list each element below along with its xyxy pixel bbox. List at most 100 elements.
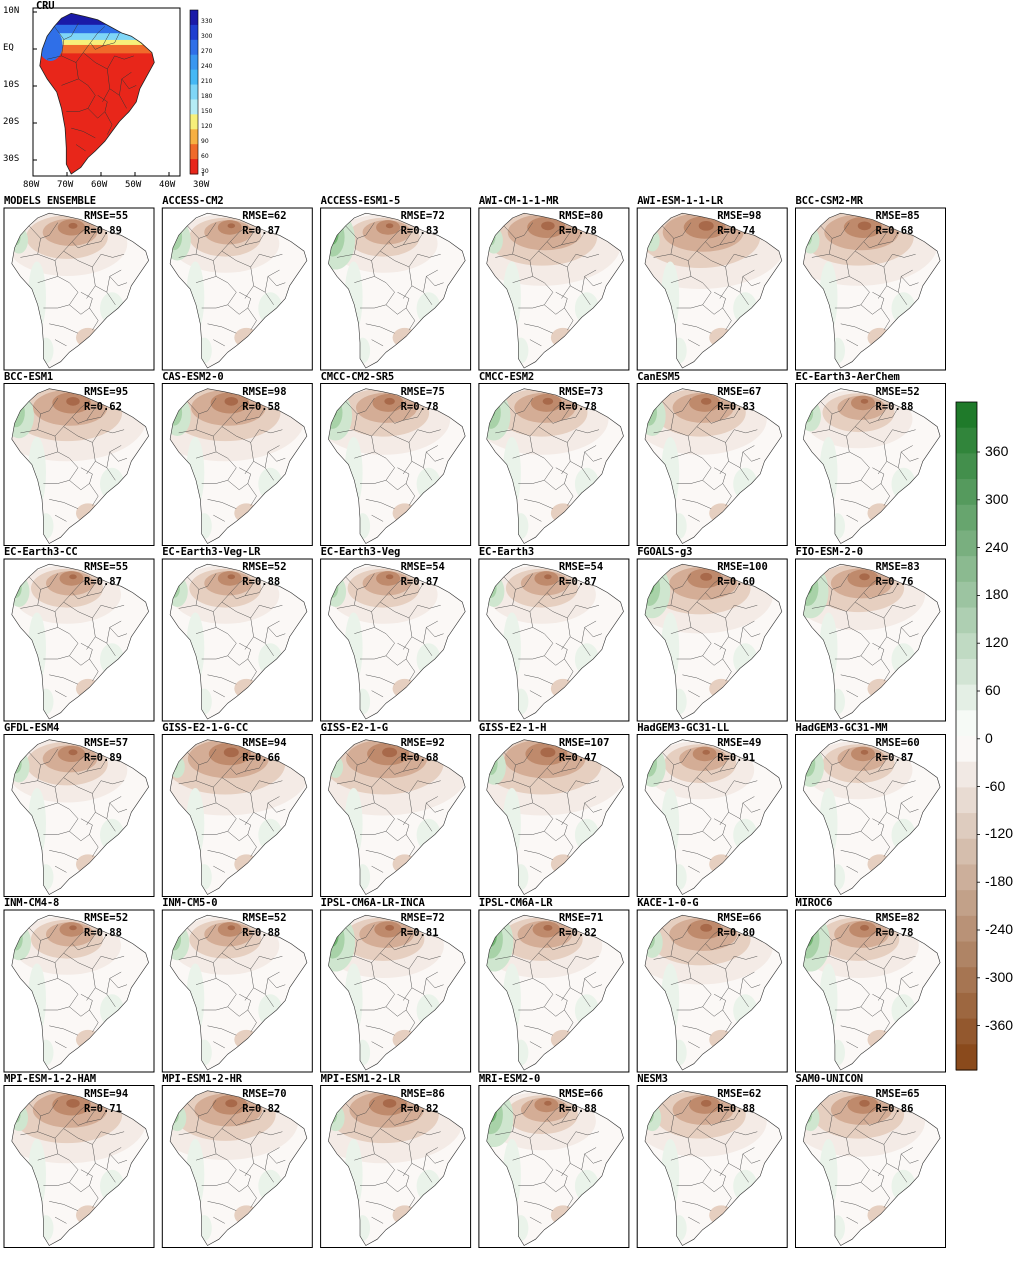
country-border (405, 1185, 416, 1208)
country-border (662, 748, 692, 766)
dry-bias-contour (859, 573, 870, 581)
country-border (403, 582, 424, 597)
country-border (901, 978, 919, 989)
country-border (403, 812, 413, 826)
country-border (360, 627, 395, 660)
coastline (328, 388, 466, 544)
reference-lon-label: 50W (125, 180, 142, 190)
dry-bias-contour (702, 749, 710, 755)
country-border (54, 865, 67, 873)
panel-title: ACCESS-ESM1-5 (320, 195, 401, 207)
panel-title: KACE-1-0-G (637, 897, 699, 909)
reference-colorbar-label: 240 (201, 63, 213, 70)
coastline (328, 1090, 466, 1246)
country-border (892, 604, 916, 609)
dry-bias-contour (700, 1099, 712, 1107)
rmse-value: RMSE=52 (242, 912, 287, 924)
panel-title: CanESM5 (637, 370, 681, 383)
model-panel (636, 734, 788, 897)
country-border (546, 231, 571, 249)
model-panel (320, 558, 472, 722)
country-border (581, 818, 591, 832)
country-border (423, 994, 433, 1007)
country-border (417, 604, 441, 609)
country-border (388, 231, 413, 249)
country-border (195, 401, 248, 437)
country-border (100, 1131, 125, 1136)
rmse-value: RMSE=62 (242, 210, 287, 222)
country-border (426, 276, 444, 287)
coastline (169, 1090, 308, 1246)
reference-title: CRU (36, 0, 55, 12)
country-border (584, 451, 602, 462)
model-panel (478, 909, 630, 1073)
country-border (546, 1109, 571, 1126)
rmse-value: RMSE=70 (242, 1087, 287, 1100)
reference-border-13 (83, 52, 115, 70)
country-border (244, 1163, 254, 1177)
coastline (11, 388, 149, 544)
country-border (109, 451, 128, 462)
panel-title: EC-Earth3-CC (4, 546, 78, 558)
country-border (405, 307, 416, 331)
country-border (354, 927, 407, 963)
country-border (388, 1109, 413, 1126)
coastline (169, 914, 308, 1071)
country-border (37, 401, 90, 437)
country-border (863, 231, 887, 249)
country-border (880, 483, 890, 506)
country-border (230, 231, 254, 249)
country-border (584, 627, 602, 638)
r-value: R=0.87 (558, 576, 597, 588)
country-border (564, 658, 574, 682)
country-border (28, 573, 58, 590)
reference-colorbar-label: 270 (201, 48, 213, 55)
r-value: R=0.88 (875, 400, 914, 413)
country-border (546, 933, 571, 951)
rmse-value: RMSE=49 (717, 736, 762, 749)
country-border (201, 978, 237, 1011)
model-panel (478, 734, 630, 897)
panel-title: EC-Earth3 (478, 546, 534, 558)
country-border (221, 777, 260, 794)
panel-title: GFDL-ESM4 (4, 721, 60, 734)
country-border (854, 426, 893, 443)
country-border (267, 627, 286, 638)
country-border (49, 674, 79, 685)
country-border (670, 576, 723, 612)
reference-lat-label: 10N (3, 6, 20, 16)
panel-title: ACCESS-CM2 (162, 195, 224, 207)
panel-title: HadGEM3-GC31-LL (637, 721, 730, 734)
country-border (86, 407, 107, 421)
country-border (878, 582, 899, 597)
country-border (345, 748, 375, 766)
country-border (722, 307, 732, 331)
country-border (524, 499, 553, 509)
r-value: R=0.87 (242, 225, 281, 237)
bias-colorbar-swatch (956, 1018, 977, 1045)
country-border (405, 483, 416, 506)
bias-colorbar-label: -360 (985, 1016, 1014, 1033)
country-border (877, 987, 887, 1001)
country-border (538, 1128, 577, 1145)
model-panel (3, 1085, 155, 1248)
country-border (696, 426, 735, 443)
country-border (423, 467, 433, 481)
country-border (518, 276, 554, 309)
country-border (365, 1025, 395, 1036)
country-border (106, 1169, 116, 1183)
dry-bias-contour (68, 749, 78, 756)
country-border (561, 1163, 571, 1177)
country-border (264, 1169, 274, 1183)
country-border (512, 576, 565, 612)
model-panel (161, 558, 313, 722)
country-border (564, 1009, 574, 1033)
country-border (688, 690, 700, 698)
country-border (538, 952, 577, 970)
model-panel (636, 207, 788, 371)
country-border (524, 323, 553, 334)
country-border (561, 933, 582, 948)
country-border (86, 461, 96, 475)
country-border (259, 253, 283, 258)
country-border (100, 429, 125, 434)
